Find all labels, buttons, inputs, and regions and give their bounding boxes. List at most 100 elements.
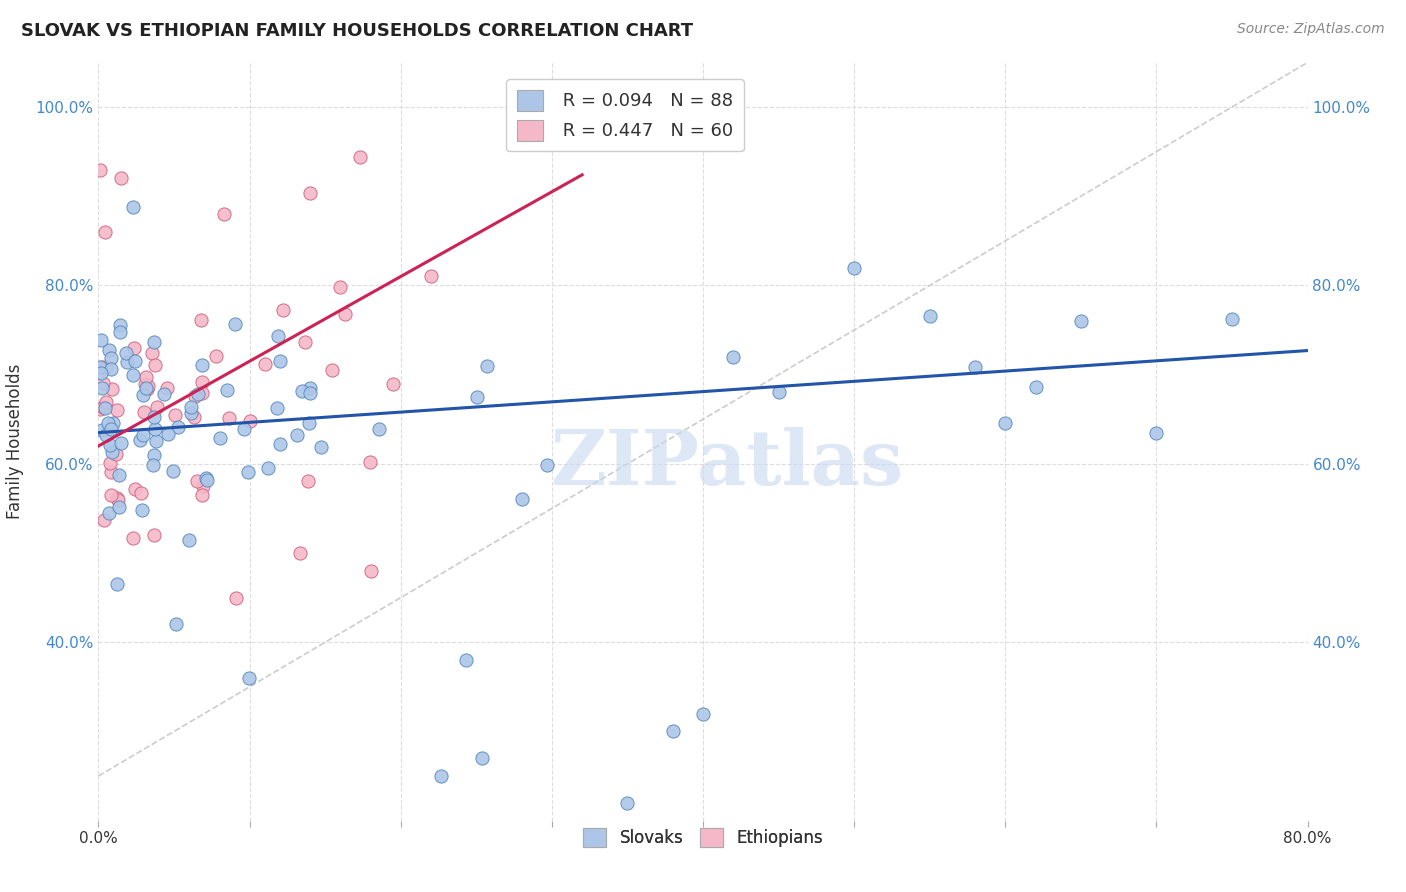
Point — [132, 405, 155, 419]
Point — [186, 474, 208, 488]
Point — [115, 345, 138, 359]
Point — [162, 464, 184, 478]
Point — [191, 478, 214, 492]
Point — [135, 370, 157, 384]
Point — [191, 488, 214, 502]
Point — [298, 416, 321, 430]
Point — [105, 491, 128, 506]
Point — [212, 207, 235, 221]
Point — [291, 384, 314, 399]
Point — [238, 671, 260, 685]
Point — [471, 751, 494, 765]
Point — [101, 416, 124, 430]
Point — [146, 401, 169, 415]
Point — [218, 411, 240, 425]
Point — [197, 473, 219, 487]
Point — [180, 406, 202, 420]
Point — [271, 302, 294, 317]
Point — [266, 401, 288, 416]
Point — [143, 422, 166, 436]
Point — [190, 386, 212, 401]
Point — [208, 431, 231, 445]
Point — [93, 513, 115, 527]
Point — [180, 401, 202, 415]
Point — [167, 420, 190, 434]
Point — [91, 359, 114, 374]
Point — [454, 653, 477, 667]
Point — [145, 434, 167, 448]
Point — [1024, 380, 1046, 394]
Point — [661, 724, 683, 739]
Point — [101, 445, 124, 459]
Point — [89, 163, 111, 178]
Point — [93, 401, 115, 415]
Point — [536, 458, 558, 472]
Point — [298, 386, 321, 401]
Point — [100, 488, 122, 502]
Point — [236, 466, 259, 480]
Point — [105, 447, 128, 461]
Point — [285, 427, 308, 442]
Point — [918, 309, 941, 323]
Point — [108, 500, 131, 514]
Point — [100, 351, 122, 365]
Point — [190, 375, 212, 389]
Point — [129, 486, 152, 500]
Point — [333, 307, 356, 321]
Point — [100, 361, 122, 376]
Point — [136, 379, 159, 393]
Point — [360, 455, 382, 469]
Point — [134, 376, 156, 391]
Point — [94, 225, 117, 239]
Point — [768, 385, 790, 400]
Point — [1144, 426, 1167, 441]
Text: SLOVAK VS ETHIOPIAN FAMILY HOUSEHOLDS CORRELATION CHART: SLOVAK VS ETHIOPIAN FAMILY HOUSEHOLDS CO… — [21, 22, 693, 40]
Point — [110, 435, 132, 450]
Point — [110, 171, 132, 186]
Point — [157, 427, 180, 442]
Point — [142, 448, 165, 462]
Point — [97, 343, 120, 357]
Point — [90, 366, 112, 380]
Point — [1070, 314, 1092, 328]
Point — [616, 796, 638, 810]
Point — [143, 335, 166, 350]
Point — [329, 279, 352, 293]
Point — [187, 386, 209, 401]
Point — [190, 313, 212, 327]
Point — [105, 577, 128, 591]
Point — [96, 416, 118, 430]
Point — [97, 506, 120, 520]
Point — [107, 492, 129, 507]
Point — [225, 591, 247, 605]
Point — [124, 353, 146, 368]
Point — [89, 401, 111, 416]
Point — [121, 200, 143, 214]
Point — [101, 382, 124, 396]
Point — [142, 458, 165, 473]
Point — [217, 384, 239, 398]
Point — [254, 357, 277, 371]
Y-axis label: Family Households: Family Households — [7, 364, 24, 519]
Point — [91, 381, 114, 395]
Point — [195, 471, 218, 485]
Point — [100, 465, 122, 479]
Point — [257, 461, 280, 475]
Point — [512, 491, 534, 506]
Point — [994, 416, 1017, 430]
Point — [132, 388, 155, 402]
Point — [115, 355, 138, 369]
Point — [297, 474, 319, 488]
Point — [692, 706, 714, 721]
Point — [475, 359, 498, 374]
Point — [184, 389, 207, 403]
Point — [136, 382, 159, 396]
Text: Source: ZipAtlas.com: Source: ZipAtlas.com — [1237, 22, 1385, 37]
Point — [122, 368, 145, 383]
Point — [349, 151, 371, 165]
Point — [153, 386, 176, 401]
Point — [465, 390, 488, 404]
Point — [108, 468, 131, 483]
Point — [128, 433, 150, 447]
Text: ZIPatlas: ZIPatlas — [551, 427, 904, 501]
